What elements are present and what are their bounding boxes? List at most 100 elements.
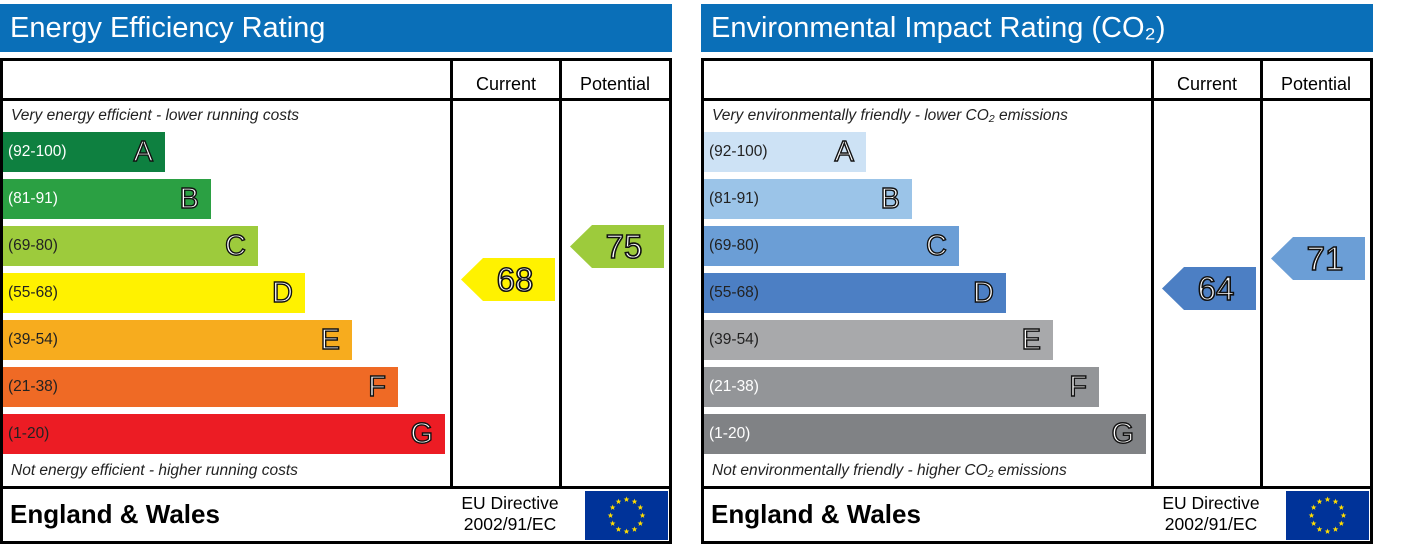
band-letter: A (133, 135, 154, 168)
eu-flag-star (637, 520, 644, 526)
potential-column-header: Potential (1280, 74, 1352, 94)
eu-flag-star (609, 520, 616, 526)
eu-directive-line2: 2002/91/EC (463, 514, 557, 534)
eu-flag-star (1310, 504, 1317, 510)
band-c: (69-80) C (704, 226, 959, 266)
energy-chart-title: Energy Efficiency Rating (0, 4, 672, 52)
footer-country: England & Wales (10, 499, 220, 529)
band-b: (81-91) B (704, 179, 912, 219)
eu-flag-star (1324, 496, 1331, 502)
band-letter: G (1111, 417, 1135, 450)
band-c: (69-80) C (3, 226, 258, 266)
band-e: (39-54) E (704, 320, 1053, 360)
band-e: (39-54) E (3, 320, 352, 360)
eu-flag-star (1338, 520, 1345, 526)
eu-directive-label: EU Directive 2002/91/EC (1154, 493, 1268, 535)
bottom-note: Not environmentally friendly - higher CO… (712, 462, 1067, 479)
band-b: (81-91) B (3, 179, 211, 219)
band-letter: D (271, 276, 293, 309)
band-range-label: (1-20) (709, 425, 751, 442)
eu-flag-star (1310, 520, 1317, 526)
current-column-divider (450, 58, 453, 489)
potential-column-divider (1260, 58, 1263, 489)
eu-flag-icon (585, 491, 668, 540)
eu-directive-label: EU Directive 2002/91/EC (453, 493, 567, 535)
band-letter: F (368, 370, 387, 403)
band-range-label: (69-80) (709, 237, 759, 254)
band-range-label: (39-54) (8, 331, 58, 348)
band-f: (21-38) F (704, 367, 1099, 407)
eu-flag-star (623, 528, 630, 534)
band-letter: G (410, 417, 434, 450)
energy-current-value: 68 (496, 260, 534, 299)
band-letter: A (834, 135, 855, 168)
header-divider (701, 98, 1373, 101)
band-letter: F (1069, 370, 1088, 403)
band-g: (1-20) G (704, 414, 1146, 454)
band-range-label: (21-38) (709, 378, 759, 395)
eu-flag-star (607, 512, 614, 518)
band-letter: C (925, 229, 947, 262)
bottom-note: Not energy efficient - higher running co… (11, 462, 298, 479)
potential-column-divider (559, 58, 562, 489)
band-g: (1-20) G (3, 414, 445, 454)
potential-column-header: Potential (579, 74, 651, 94)
band-letter: D (972, 276, 994, 309)
current-column-divider (1151, 58, 1154, 489)
current-column-header: Current (1176, 74, 1238, 94)
band-range-label: (39-54) (709, 331, 759, 348)
eu-flag-star (1308, 512, 1315, 518)
eu-directive-line1: EU Directive (461, 493, 559, 513)
eu-flag-star (1316, 526, 1323, 532)
band-letter: B (179, 182, 200, 215)
environment-chart-title: Environmental Impact Rating (CO₂) (701, 4, 1373, 52)
band-range-label: (55-68) (709, 284, 759, 301)
environment-current-value: 64 (1197, 269, 1235, 308)
eu-directive-line2: 2002/91/EC (1164, 514, 1258, 534)
eu-flag-star (631, 526, 638, 532)
eu-flag-star (615, 526, 622, 532)
eu-flag-icon (1286, 491, 1369, 540)
band-letter: E (320, 323, 341, 356)
top-note: Very energy efficient - lower running co… (11, 107, 300, 124)
environment-potential-value: 71 (1306, 239, 1344, 278)
band-letter: B (880, 182, 901, 215)
band-d: (55-68) D (3, 273, 305, 313)
energy-efficiency-panel: Energy Efficiency Rating Current Potential… (0, 4, 672, 544)
eu-flag-star (1332, 498, 1339, 505)
environment-chart-frame (701, 58, 1373, 544)
band-range-label: (55-68) (8, 284, 58, 301)
band-d: (55-68) D (704, 273, 1006, 313)
environment-potential-arrow-shape (1271, 237, 1365, 280)
band-a: (92-100) A (3, 132, 165, 172)
band-range-label: (1-20) (8, 425, 50, 442)
eu-flag-star (615, 498, 622, 505)
band-f: (21-38) F (3, 367, 398, 407)
header-divider (0, 98, 672, 101)
energy-potential-value: 75 (605, 227, 643, 266)
band-range-label: (92-100) (8, 143, 67, 160)
eu-flag-star (637, 504, 644, 510)
band-range-label: (81-91) (8, 190, 58, 207)
eu-flag-star (1324, 528, 1331, 534)
energy-chart-frame (0, 58, 672, 544)
eu-flag-star (1340, 512, 1347, 518)
eu-flag-star (631, 498, 638, 505)
eu-flag-star (639, 512, 646, 518)
band-range-label: (92-100) (709, 143, 768, 160)
top-note: Very environmentally friendly - lower CO… (712, 107, 1068, 124)
environment-current-arrow: 64 (1162, 267, 1256, 310)
footer-divider (701, 486, 1373, 489)
footer-divider (0, 486, 672, 489)
band-letter: E (1021, 323, 1042, 356)
eu-flag-star (1316, 498, 1323, 505)
environment-potential-arrow: 71 (1271, 237, 1365, 280)
band-range-label: (21-38) (8, 378, 58, 395)
band-range-label: (69-80) (8, 237, 58, 254)
footer-country: England & Wales (711, 499, 921, 529)
eu-flag-star (1338, 504, 1345, 510)
environment-current-arrow-shape (1162, 267, 1256, 310)
energy-current-arrow-shape (461, 258, 555, 301)
current-column-header: Current (475, 74, 537, 94)
band-range-label: (81-91) (709, 190, 759, 207)
